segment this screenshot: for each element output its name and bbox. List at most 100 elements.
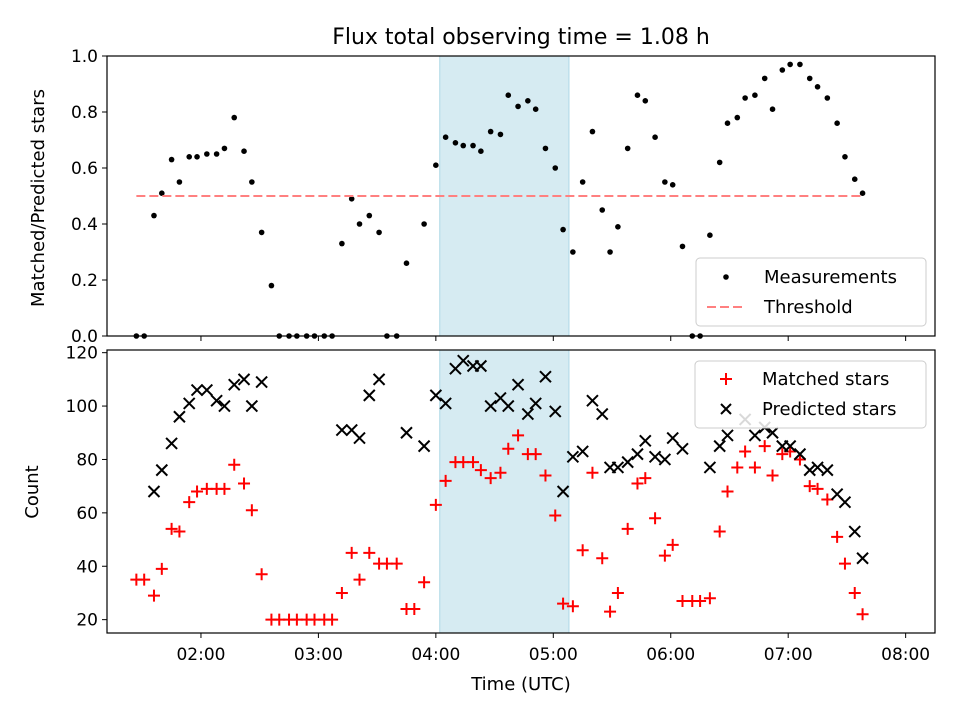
x-tick-label: 04:00 bbox=[411, 645, 460, 665]
measurement-point bbox=[806, 75, 813, 82]
measurement-point bbox=[662, 179, 668, 185]
ratio-axes-frame bbox=[106, 55, 936, 337]
predicted-star-point bbox=[200, 383, 214, 397]
predicted-star-point bbox=[748, 429, 762, 442]
matched-star-point bbox=[596, 552, 609, 565]
predicted-star-point bbox=[511, 378, 525, 391]
legend-measurements-marker bbox=[723, 274, 729, 280]
matched-star-point bbox=[586, 466, 599, 479]
measurement-point bbox=[589, 128, 596, 135]
measurement-point bbox=[176, 179, 183, 185]
measurement-point bbox=[241, 148, 247, 154]
predicted-star-point bbox=[676, 442, 689, 455]
measurement-point bbox=[478, 148, 484, 154]
x-axis-label: Time (UTC) bbox=[470, 674, 571, 695]
measurement-point bbox=[814, 84, 821, 90]
predicted-star-point bbox=[713, 439, 726, 453]
predicted-star-point bbox=[237, 373, 251, 386]
matched-star-point bbox=[557, 597, 570, 610]
predicted-star-point bbox=[502, 399, 515, 413]
predicted-star-point bbox=[245, 399, 259, 413]
measurement-point bbox=[787, 61, 793, 68]
predicted-star-point bbox=[363, 389, 376, 402]
matched-star-point bbox=[155, 562, 168, 575]
matched-star-point bbox=[183, 496, 196, 509]
predicted-star-point bbox=[766, 426, 779, 439]
predicted-star-point bbox=[666, 431, 679, 445]
predicted-star-point bbox=[147, 485, 161, 498]
measurement-point bbox=[525, 98, 531, 104]
count-y-tick-label: 20 bbox=[76, 611, 98, 631]
predicted-star-point bbox=[529, 397, 542, 410]
measurement-point bbox=[834, 120, 840, 126]
matched-star-point bbox=[549, 509, 562, 522]
x-tick-label: 05:00 bbox=[529, 645, 578, 665]
ratio-y-tick-label: 0.0 bbox=[71, 327, 98, 347]
matched-star-point bbox=[838, 557, 851, 570]
matched-star-point bbox=[238, 477, 251, 490]
ratio-y-tick-label: 0.8 bbox=[71, 103, 98, 123]
predicted-star-point bbox=[353, 431, 366, 445]
matched-star-point bbox=[539, 469, 552, 482]
matched-star-point bbox=[856, 608, 869, 621]
measurement-point bbox=[615, 224, 621, 230]
measurement-point bbox=[570, 249, 576, 255]
x-tick-label: 08:00 bbox=[881, 645, 930, 665]
predicted-star-point bbox=[335, 423, 349, 437]
predicted-star-point bbox=[803, 463, 816, 477]
legend-predicted-label: Predicted stars bbox=[762, 399, 896, 420]
matched-star-point bbox=[721, 485, 734, 498]
matched-star-point bbox=[467, 456, 480, 469]
legend-threshold-label: Threshold bbox=[763, 297, 853, 318]
measurement-point bbox=[779, 67, 786, 73]
measurement-point bbox=[542, 145, 549, 152]
predicted-star-point bbox=[821, 463, 834, 477]
matched-star-point bbox=[228, 458, 241, 471]
x-tick-label: 02:00 bbox=[176, 645, 225, 665]
measurement-point bbox=[470, 142, 476, 149]
measurement-point bbox=[842, 154, 848, 160]
matched-star-point bbox=[429, 498, 442, 511]
predicted-star-point bbox=[165, 437, 178, 450]
measurement-point bbox=[579, 179, 586, 185]
ratio-y-axis-label: Matched/Predicted stars bbox=[28, 89, 49, 307]
matched-star-point bbox=[245, 504, 258, 517]
measurement-point bbox=[356, 221, 363, 227]
count-data-layer bbox=[130, 354, 869, 626]
ratio-y-tick-label: 0.4 bbox=[71, 215, 98, 235]
measurement-point bbox=[221, 145, 228, 152]
matched-star-point bbox=[529, 448, 542, 461]
predicted-star-point bbox=[621, 455, 634, 469]
measurement-point bbox=[734, 114, 741, 121]
predicted-star-point bbox=[556, 485, 570, 498]
predicted-star-point bbox=[183, 397, 196, 410]
predicted-star-point bbox=[474, 359, 488, 373]
measurement-point bbox=[532, 106, 539, 112]
measurement-point bbox=[231, 114, 238, 121]
predicted-star-point bbox=[210, 394, 223, 407]
measurement-point bbox=[607, 249, 613, 255]
measurement-point bbox=[652, 134, 658, 140]
measurement-point bbox=[194, 154, 200, 160]
matched-star-point bbox=[484, 472, 497, 485]
predicted-star-point bbox=[417, 439, 431, 453]
measurement-point bbox=[624, 145, 631, 152]
count-axis-ticks: 02:00 03:00 04:00 05:00 06:00 07:00 08:00 20 40 6… bbox=[66, 344, 931, 665]
x-tick-label: 03:00 bbox=[294, 645, 343, 665]
matched-star-point bbox=[502, 442, 515, 455]
predicted-star-point bbox=[658, 453, 672, 466]
count-legend: Matched stars Predicted stars bbox=[694, 360, 927, 429]
count-y-tick-label: 80 bbox=[76, 450, 98, 470]
x-tick-label: 06:00 bbox=[646, 645, 695, 665]
predicted-star-point bbox=[190, 383, 204, 397]
matched-star-point bbox=[255, 568, 268, 581]
matched-star-point bbox=[566, 600, 579, 613]
measurement-point bbox=[339, 240, 345, 247]
predicted-star-point bbox=[648, 450, 662, 463]
ratio-legend: Measurements Threshold bbox=[695, 257, 927, 327]
matched-star-point bbox=[165, 522, 178, 535]
ratio-axis-ticks: 0.0 0.2 0.4 0.6 0.8 1.0 bbox=[71, 47, 907, 347]
measurement-point bbox=[716, 159, 723, 166]
predicted-star-point bbox=[429, 389, 443, 402]
measurement-point bbox=[487, 128, 494, 135]
